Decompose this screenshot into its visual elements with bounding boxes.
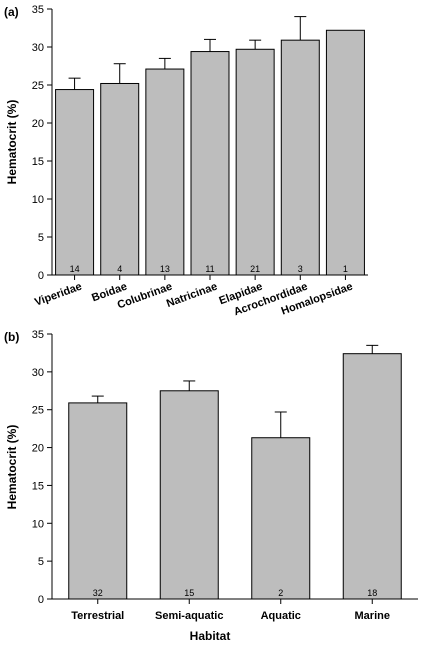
sample-size-label: 2 bbox=[278, 588, 283, 598]
sample-size-label: 1 bbox=[343, 264, 348, 274]
y-tick-label: 30 bbox=[32, 42, 44, 54]
panel-a-plot: 0510152025303514Viperidae4Boidae13Colubr… bbox=[32, 4, 368, 318]
panel-b-plot: 0 5 10 15 20 25 30 35 32 Terrestrial 15 Semi-aquati… bbox=[32, 329, 418, 622]
panel-a-label: (a) bbox=[4, 5, 19, 19]
sample-size-label: 21 bbox=[250, 264, 260, 274]
panel-b-y-axis-title: Hematocrit (%) bbox=[5, 425, 19, 510]
sample-size-label: 11 bbox=[205, 264, 214, 274]
panel-a-y-axis-title: Hematocrit (%) bbox=[5, 100, 19, 185]
bar-natricinae bbox=[190, 51, 230, 276]
y-tick-label: 30 bbox=[32, 367, 44, 379]
bar-boidae bbox=[100, 82, 140, 276]
sample-size-label: 32 bbox=[93, 588, 103, 598]
y-tick-label: 20 bbox=[32, 118, 44, 130]
y-tick-label: 25 bbox=[32, 80, 44, 92]
sample-size-label: 18 bbox=[367, 588, 377, 598]
y-tick-label: 0 bbox=[38, 270, 44, 282]
x-category-label: Semi-aquatic bbox=[155, 610, 223, 622]
x-category-label: Aquatic bbox=[261, 610, 301, 622]
y-tick-label: 15 bbox=[32, 156, 44, 168]
panel-a: (a) Hematocrit (%) 0510152025303514Viper… bbox=[4, 4, 368, 318]
y-tick-label: 15 bbox=[32, 480, 44, 492]
y-tick-label: 25 bbox=[32, 405, 44, 417]
bar-aquatic bbox=[251, 437, 311, 600]
y-tick-label: 5 bbox=[38, 556, 44, 568]
sample-size-label: 14 bbox=[70, 264, 80, 274]
sample-size-label: 13 bbox=[160, 264, 170, 274]
bar-viperidae bbox=[55, 89, 95, 276]
sample-size-label: 3 bbox=[298, 264, 303, 274]
y-tick-label: 20 bbox=[32, 443, 44, 455]
x-category-label: Marine bbox=[355, 610, 390, 622]
sample-size-label: 15 bbox=[184, 588, 194, 598]
bar-colubrinae bbox=[145, 68, 185, 276]
y-tick-label: 10 bbox=[32, 194, 44, 206]
x-category-label: Terrestrial bbox=[71, 610, 124, 622]
bar-terrestrial bbox=[68, 402, 128, 600]
y-tick-label: 0 bbox=[38, 594, 44, 606]
panel-b-label: (b) bbox=[4, 330, 19, 344]
panel-b-x-axis-title: Habitat bbox=[190, 629, 231, 643]
sample-size-label: 4 bbox=[117, 264, 122, 274]
y-tick-label: 10 bbox=[32, 518, 44, 530]
panel-b: (b) Hematocrit (%) Habitat 0 5 10 15 20 25 30 3… bbox=[4, 329, 418, 643]
y-tick-label: 5 bbox=[38, 232, 44, 244]
y-tick-label: 35 bbox=[32, 4, 44, 16]
bar-acrochordidae bbox=[280, 39, 320, 276]
bar-homalopsidae bbox=[325, 29, 365, 276]
x-category-label: Natricinae bbox=[165, 281, 219, 310]
bar-marine bbox=[342, 353, 402, 600]
bar-elapidae bbox=[235, 48, 275, 276]
x-category-label: Viperidae bbox=[33, 281, 83, 309]
y-tick-label: 35 bbox=[32, 329, 44, 341]
bar-semi-aquatic bbox=[159, 390, 219, 600]
